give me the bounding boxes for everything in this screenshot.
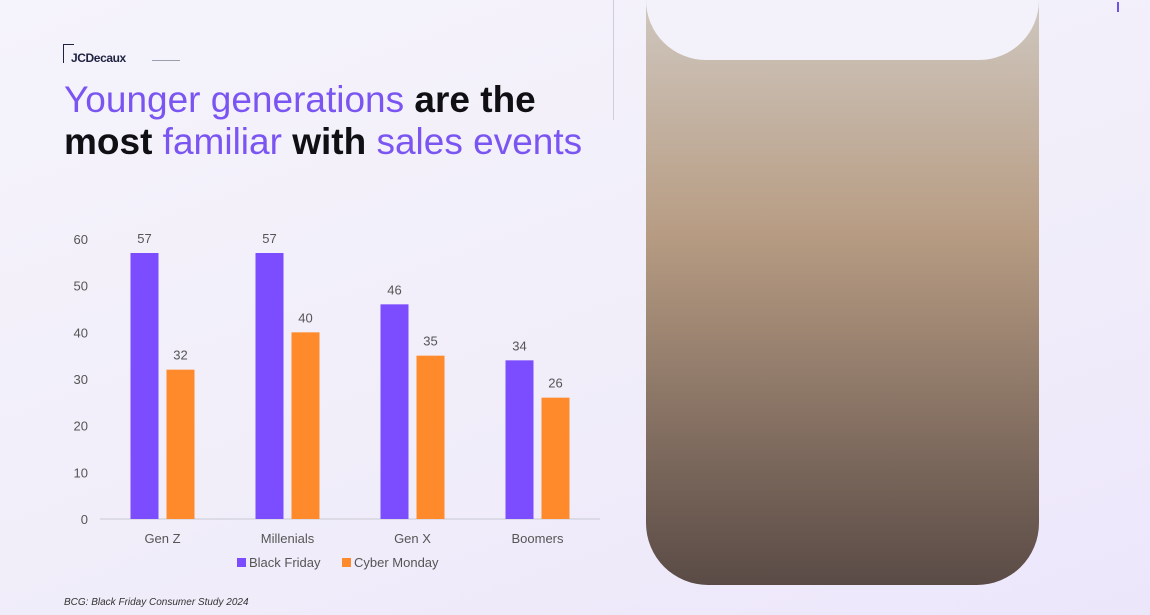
legend-label: Cyber Monday	[354, 555, 439, 570]
x-tick-label: Gen Z	[144, 531, 180, 546]
jcdecaux-logo: JCDecaux	[63, 44, 133, 66]
source-note: BCG: Black Friday Consumer Study 2024	[64, 597, 249, 608]
bar	[166, 369, 195, 519]
y-tick-label: 20	[74, 419, 88, 434]
y-tick-label: 0	[81, 512, 88, 527]
bar	[416, 355, 445, 519]
bar	[380, 304, 409, 519]
data-label: 40	[298, 310, 312, 325]
y-tick-label: 40	[74, 325, 88, 340]
bar	[130, 253, 159, 519]
bar	[505, 360, 534, 519]
legend-swatch	[342, 558, 351, 567]
logo-bracket	[63, 44, 74, 63]
bar	[541, 397, 570, 519]
vertical-divider	[613, 0, 614, 120]
x-tick-label: Gen X	[394, 531, 431, 546]
logo-rule	[152, 60, 180, 61]
title-part-1: Younger generations	[64, 79, 415, 120]
title-part-5: sales events	[366, 121, 583, 162]
x-tick-label: Millenials	[261, 531, 315, 546]
title-part-4: with	[292, 121, 367, 162]
logo-text: JCDecaux	[71, 51, 126, 65]
data-label: 57	[137, 231, 151, 246]
data-label: 35	[423, 334, 437, 349]
page-title: Younger generations are the most familia…	[64, 79, 609, 163]
bar-chart: 0 10 20 30 40 50 60 57 32 Gen Z 57 40 Millenials 46 35…	[74, 231, 600, 570]
y-tick-label: 10	[74, 465, 88, 480]
corner-accent-mark	[1117, 2, 1119, 12]
legend-swatch	[237, 558, 246, 567]
data-label: 46	[387, 282, 401, 297]
data-label: 26	[548, 376, 562, 391]
data-label: 57	[262, 231, 276, 246]
x-tick-label: Boomers	[511, 531, 564, 546]
y-tick-label: 50	[74, 279, 88, 294]
data-label: 32	[173, 348, 187, 363]
photo-card	[646, 0, 1039, 585]
data-label: 34	[512, 338, 526, 353]
bar	[291, 332, 320, 519]
title-part-2: are the most	[64, 79, 536, 162]
y-tick-label: 60	[74, 232, 88, 247]
title-part-3: familiar	[152, 121, 293, 162]
legend-label: Black Friday	[249, 555, 321, 570]
y-tick-label: 30	[74, 372, 88, 387]
bar	[255, 253, 284, 519]
